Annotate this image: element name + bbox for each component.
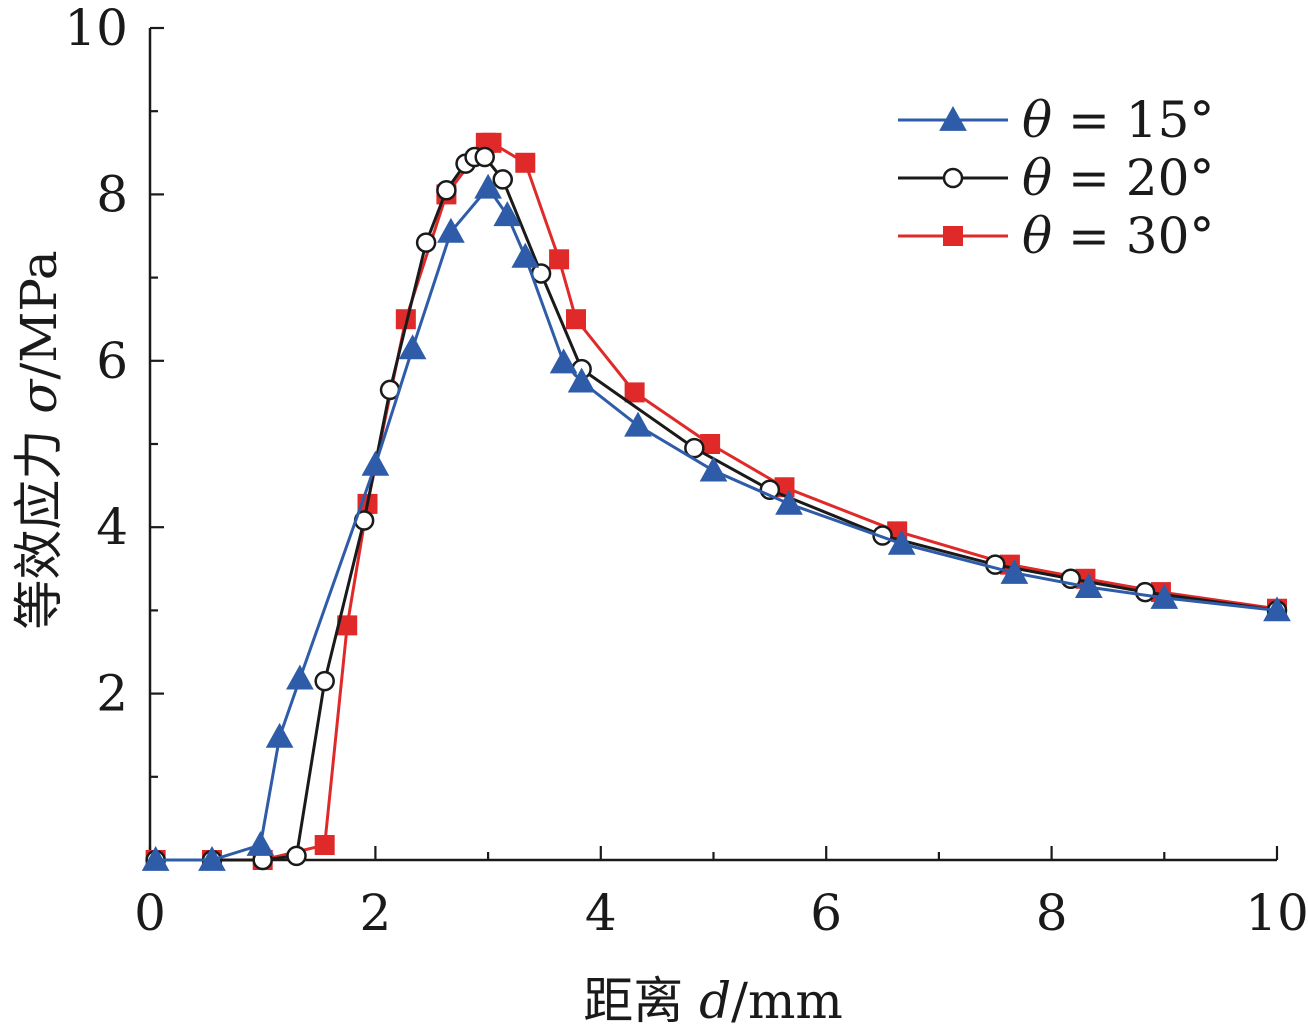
data-point bbox=[314, 835, 335, 856]
legend: θ = 15°θ = 20°θ = 30° bbox=[898, 91, 1214, 265]
data-point bbox=[887, 529, 916, 555]
data-point bbox=[474, 146, 495, 168]
data-point bbox=[474, 173, 502, 199]
data-point bbox=[684, 437, 705, 459]
data-point bbox=[511, 242, 540, 268]
axes: 0 2 4 6 8 10 2 4 6 8 10 bbox=[64, 0, 1308, 942]
data-point bbox=[624, 382, 645, 403]
x-axis-label: 距离 d/mm bbox=[583, 972, 843, 1024]
series-triangle bbox=[141, 173, 1291, 871]
legend-entry: θ = 15° bbox=[898, 91, 1214, 149]
data-point bbox=[515, 152, 536, 173]
legend-label: θ = 20° bbox=[1022, 149, 1214, 207]
data-point bbox=[246, 830, 275, 856]
x-tick-label: 2 bbox=[359, 884, 391, 942]
data-point bbox=[699, 456, 728, 482]
data-point bbox=[1150, 583, 1179, 609]
y-tick-label: 10 bbox=[64, 0, 128, 57]
series-line bbox=[155, 185, 1278, 862]
data-point bbox=[286, 845, 307, 867]
legend-swatch-marker bbox=[939, 105, 967, 131]
legend-entry: θ = 20° bbox=[898, 149, 1214, 207]
data-point bbox=[1000, 558, 1029, 584]
y-tick-label: 2 bbox=[96, 665, 128, 723]
y-tick-label: 4 bbox=[96, 498, 128, 556]
data-point bbox=[700, 434, 721, 454]
x-tick-label: 0 bbox=[134, 884, 166, 942]
data-point bbox=[141, 845, 170, 871]
data-point bbox=[314, 670, 335, 692]
data-point bbox=[549, 249, 570, 270]
x-tick-label: 6 bbox=[810, 884, 842, 942]
legend-swatch-marker bbox=[942, 167, 964, 189]
x-tick-label: 4 bbox=[585, 884, 617, 942]
data-point bbox=[492, 169, 514, 190]
data-point bbox=[1134, 581, 1156, 603]
data-point bbox=[624, 411, 652, 437]
legend-swatch-marker bbox=[943, 226, 963, 246]
series-layer bbox=[141, 132, 1291, 871]
x-tick-label: 10 bbox=[1245, 884, 1308, 942]
legend-entry: θ = 30° bbox=[898, 207, 1214, 265]
data-point bbox=[567, 367, 596, 393]
y-tick-label: 6 bbox=[96, 332, 128, 390]
data-point bbox=[436, 179, 457, 201]
data-point bbox=[1263, 596, 1291, 622]
data-point bbox=[265, 722, 294, 748]
x-tick-label: 8 bbox=[1036, 884, 1068, 942]
data-point bbox=[198, 845, 226, 871]
data-point bbox=[549, 348, 578, 374]
data-point bbox=[415, 232, 437, 253]
legend-label: θ = 30° bbox=[1022, 207, 1214, 265]
data-point bbox=[361, 450, 390, 476]
data-point bbox=[437, 217, 465, 243]
y-axis-label: 等效应力 σ/MPa bbox=[10, 250, 68, 629]
data-point bbox=[1074, 573, 1103, 599]
legend-label: θ = 15° bbox=[1022, 91, 1214, 149]
data-point bbox=[493, 201, 522, 227]
data-point bbox=[337, 615, 358, 636]
data-point bbox=[286, 664, 314, 690]
y-tick-label: 8 bbox=[96, 165, 128, 223]
data-point bbox=[398, 334, 427, 360]
data-point bbox=[775, 489, 803, 515]
data-point bbox=[566, 309, 587, 330]
